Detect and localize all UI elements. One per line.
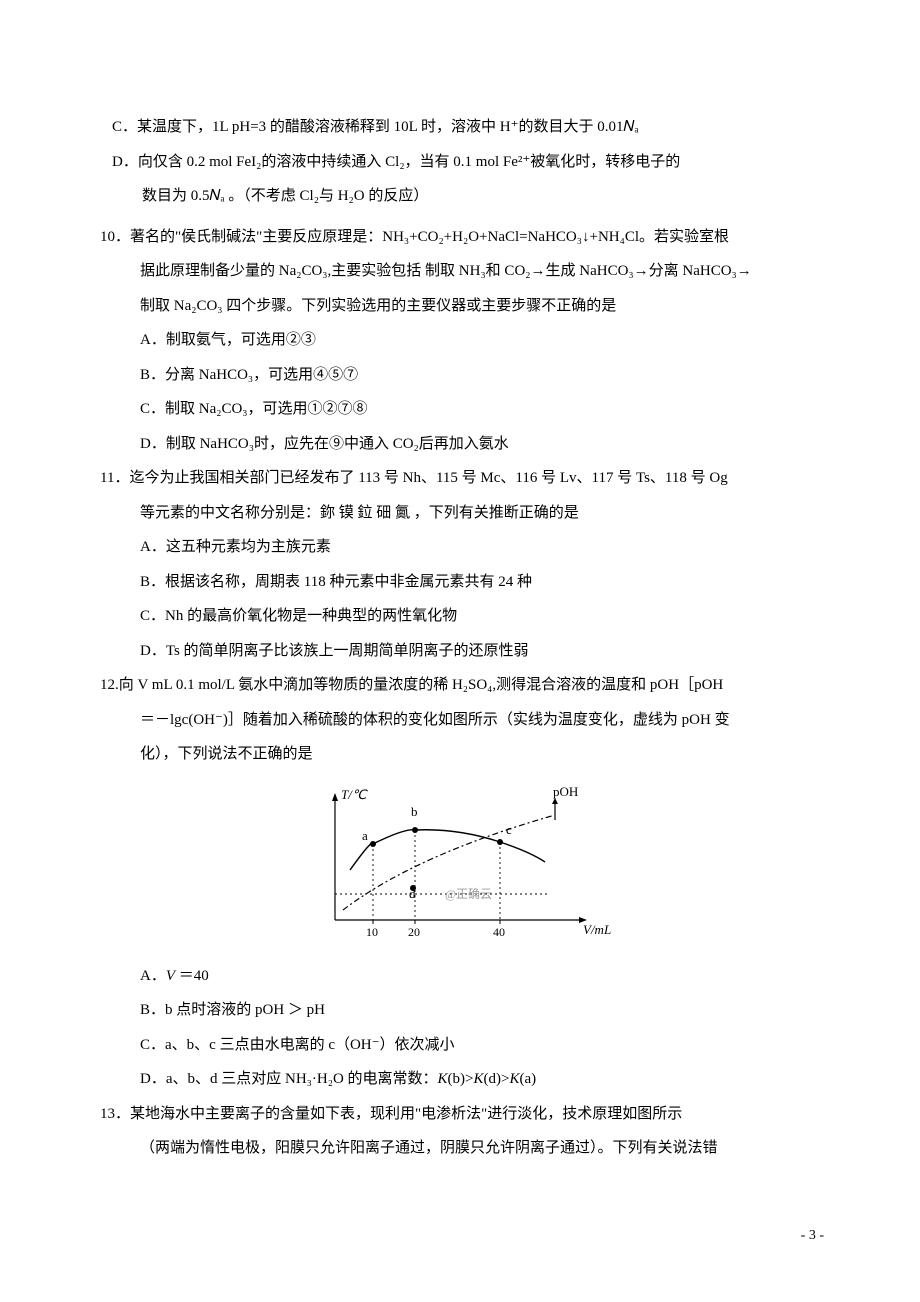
svg-text:10: 10	[366, 925, 378, 939]
text: C．a、b、c 三点由水电离的 c（OH⁻）依次减小	[140, 1037, 455, 1053]
text: 化），下列说法不正确的是	[140, 746, 313, 762]
text: C．制取 Na₂CO₃，可选用①②⑦⑧	[140, 401, 368, 417]
q10-stem-line2: 据此原理制备少量的 Na₂CO₃,主要实验包括 制取 NH₃和 CO₂→生成 N…	[100, 254, 830, 289]
text: C．Nh 的最高价氧化物是一种典型的两性氧化物	[140, 608, 457, 624]
q10-option-b: B．分离 NaHCO₃，可选用④⑤⑦	[100, 358, 830, 393]
q9-option-d-line1: D．向仅含 0.2 mol FeI₂的溶液中持续通入 Cl₂，当有 0.1 mo…	[100, 145, 830, 180]
text: D．Ts 的简单阴离子比该族上一周期简单阴离子的还原性弱	[140, 643, 529, 659]
page-number: - 3 -	[801, 1220, 824, 1252]
q12-option-c: C．a、b、c 三点由水电离的 c（OH⁻）依次减小	[100, 1028, 830, 1063]
chart-svg: T/℃ pOH V/mL 10 20 40 a b c d @正确云	[295, 780, 635, 955]
text: 制取 Na₂CO₃ 四个步骤。下列实验选用的主要仪器或主要步骤不正确的是	[140, 298, 616, 314]
text: 11．迄今为止我国相关部门已经发布了 113 号 Nh、115 号 Mc、116…	[100, 470, 728, 486]
q12-stem-line2: ＝－lgc(OH⁻)］随着加入稀硫酸的体积的变化如图所示（实线为温度变化，虚线为…	[100, 703, 830, 738]
q12-stem-line3: 化），下列说法不正确的是	[100, 737, 830, 772]
text: D．向仅含 0.2 mol FeI₂的溶液中持续通入 Cl₂，当有 0.1 mo…	[112, 154, 680, 170]
text: （两端为惰性电极，阳膜只允许阳离子通过，阴膜只允许阴离子通过）。下列有关说法错	[140, 1140, 718, 1156]
text: C．某温度下，1L pH=3 的醋酸溶液稀释到 10L 时，溶液中 H⁺的数目大…	[112, 119, 639, 135]
q11-option-d: D．Ts 的简单阴离子比该族上一周期简单阴离子的还原性弱	[100, 634, 830, 669]
svg-text:20: 20	[408, 925, 420, 939]
q11-stem-line1: 11．迄今为止我国相关部门已经发布了 113 号 Nh、115 号 Mc、116…	[100, 461, 830, 496]
text: ＝－lgc(OH⁻)］随着加入稀硫酸的体积的变化如图所示（实线为温度变化，虚线为…	[140, 712, 730, 728]
q10-option-a: A．制取氨气，可选用②③	[100, 323, 830, 358]
text: 13．某地海水中主要离子的含量如下表，现利用"电渗析法"进行淡化，技术原理如图所…	[100, 1106, 682, 1122]
text: 10．著名的"侯氏制碱法"主要反应原理是：NH₃+CO₂+H₂O+NaCl=Na…	[100, 229, 729, 245]
q12-option-b: B．b 点时溶液的 pOH ＞ pH	[100, 993, 830, 1028]
svg-text:40: 40	[493, 925, 505, 939]
svg-text:pOH: pOH	[553, 784, 578, 799]
svg-text:a: a	[362, 828, 368, 843]
svg-text:c: c	[506, 822, 512, 837]
text: 据此原理制备少量的 Na₂CO₃,主要实验包括 制取 NH₃和 CO₂→生成 N…	[140, 263, 752, 279]
svg-text:d: d	[409, 886, 416, 901]
svg-text:b: b	[411, 804, 418, 819]
q12-chart: T/℃ pOH V/mL 10 20 40 a b c d @正确云	[295, 780, 635, 955]
text: - 3 -	[801, 1228, 824, 1243]
text: A．制取氨气，可选用②③	[140, 332, 316, 348]
text: B．根据该名称，周期表 118 种元素中非金属元素共有 24 种	[140, 574, 532, 590]
text: 12.向 V mL 0.1 mol/L 氨水中滴加等物质的量浓度的稀 H₂SO₄…	[100, 677, 723, 693]
text: 数目为 0.5𝑁ₐ 。（不考虑 Cl₂与 H₂O 的反应）	[142, 188, 428, 204]
q11-option-a: A．这五种元素均为主族元素	[100, 530, 830, 565]
q12-option-a: A．V ＝40	[100, 959, 830, 994]
q11-stem-line2: 等元素的中文名称分别是：鉨 镆 鉝 鿬 鿫 ，下列有关推断正确的是	[100, 496, 830, 531]
q12-stem-line1: 12.向 V mL 0.1 mol/L 氨水中滴加等物质的量浓度的稀 H₂SO₄…	[100, 668, 830, 703]
q13-stem-line1: 13．某地海水中主要离子的含量如下表，现利用"电渗析法"进行淡化，技术原理如图所…	[100, 1097, 830, 1132]
text: D．制取 NaHCO₃时，应先在⑨中通入 CO₂后再加入氨水	[140, 436, 509, 452]
text: A．这五种元素均为主族元素	[140, 539, 331, 555]
q10-option-d: D．制取 NaHCO₃时，应先在⑨中通入 CO₂后再加入氨水	[100, 427, 830, 462]
text: B．b 点时溶液的 pOH ＞ pH	[140, 1002, 325, 1018]
q10-stem-line1: 10．著名的"侯氏制碱法"主要反应原理是：NH₃+CO₂+H₂O+NaCl=Na…	[100, 220, 830, 255]
q11-option-b: B．根据该名称，周期表 118 种元素中非金属元素共有 24 种	[100, 565, 830, 600]
svg-text:V/mL: V/mL	[583, 922, 611, 937]
svg-text:T/℃: T/℃	[341, 787, 368, 802]
text: 等元素的中文名称分别是：鉨 镆 鉝 鿬 鿫 ，下列有关推断正确的是	[140, 505, 579, 521]
svg-text:@正确云: @正确云	[445, 887, 492, 901]
q10-stem-line3: 制取 Na₂CO₃ 四个步骤。下列实验选用的主要仪器或主要步骤不正确的是	[100, 289, 830, 324]
q12-option-d: D．a、b、d 三点对应 NH₃·H₂O 的电离常数：K(b)>K(d)>K(a…	[100, 1062, 830, 1097]
q13-stem-line2: （两端为惰性电极，阳膜只允许阳离子通过，阴膜只允许阴离子通过）。下列有关说法错	[100, 1131, 830, 1166]
text: B．分离 NaHCO₃，可选用④⑤⑦	[140, 367, 358, 383]
q11-option-c: C．Nh 的最高价氧化物是一种典型的两性氧化物	[100, 599, 830, 634]
q9-option-d-line2: 数目为 0.5𝑁ₐ 。（不考虑 Cl₂与 H₂O 的反应）	[100, 179, 830, 214]
q9-option-c: C．某温度下，1L pH=3 的醋酸溶液稀释到 10L 时，溶液中 H⁺的数目大…	[100, 110, 830, 145]
q10-option-c: C．制取 Na₂CO₃，可选用①②⑦⑧	[100, 392, 830, 427]
